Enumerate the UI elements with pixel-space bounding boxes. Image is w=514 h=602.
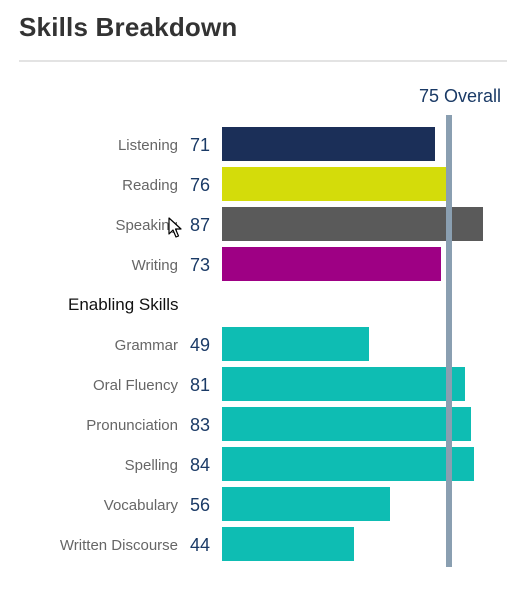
score-pronunciation: 83 [190, 415, 210, 435]
bar-vocabulary [222, 487, 390, 521]
overall-marker-line [446, 115, 452, 567]
score-spelling: 84 [190, 455, 210, 475]
label-speaking: Speaking [115, 217, 178, 234]
bar-grammar [222, 327, 369, 361]
score-writing: 73 [190, 255, 210, 275]
label-grammar: Grammar [115, 337, 178, 354]
label-listening: Listening [118, 137, 178, 154]
label-oral-fluency: Oral Fluency [93, 377, 179, 394]
page-title: Skills Breakdown [19, 12, 238, 42]
label-pronunciation: Pronunciation [86, 417, 178, 434]
score-written-discourse: 44 [190, 535, 210, 555]
label-spelling: Spelling [125, 457, 178, 474]
bar-written-discourse [222, 527, 354, 561]
bar-listening [222, 127, 435, 161]
mouse-pointer-icon [168, 217, 182, 238]
label-written-discourse: Written Discourse [60, 537, 178, 554]
title-divider [19, 60, 507, 62]
group-heading-enabling-skills: Enabling Skills [68, 295, 179, 314]
overall-score-label: 75 Overall [419, 86, 501, 106]
label-writing: Writing [132, 257, 178, 274]
score-vocabulary: 56 [190, 495, 210, 515]
bar-writing [222, 247, 441, 281]
bar-oral-fluency [222, 367, 465, 401]
label-reading: Reading [122, 177, 178, 194]
score-grammar: 49 [190, 335, 210, 355]
score-reading: 76 [190, 175, 210, 195]
bar-speaking [222, 207, 483, 241]
bar-reading [222, 167, 450, 201]
score-speaking: 87 [190, 215, 210, 235]
bar-pronunciation [222, 407, 471, 441]
bar-spelling [222, 447, 474, 481]
score-listening: 71 [190, 135, 210, 155]
score-oral-fluency: 81 [190, 375, 210, 395]
label-vocabulary: Vocabulary [104, 497, 179, 514]
